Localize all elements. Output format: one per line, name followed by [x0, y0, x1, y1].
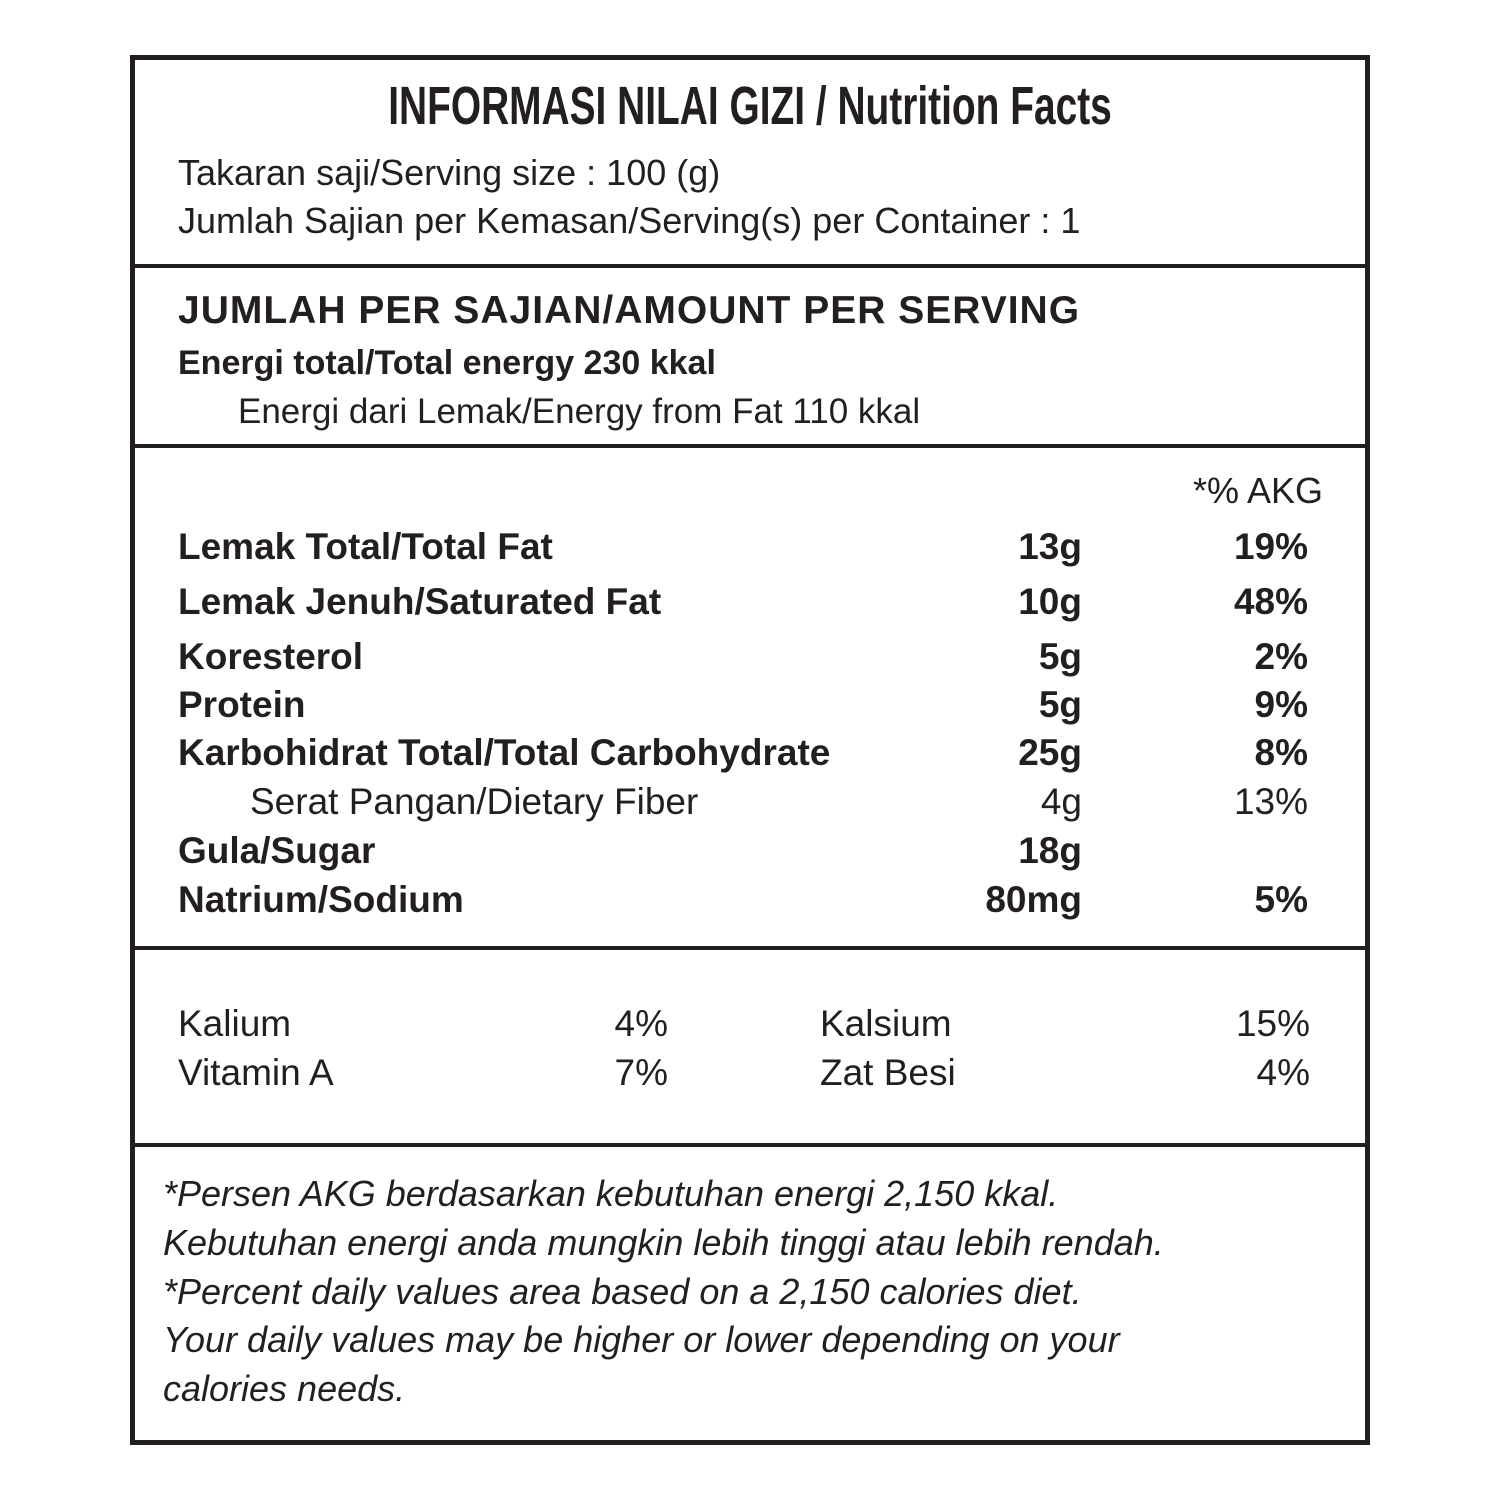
mineral-akg: 7%: [614, 1052, 668, 1093]
nutrient-label: Koresterol: [178, 636, 364, 677]
title: INFORMASI NILAI GIZI / Nutrition Facts: [388, 76, 1112, 136]
nutrient-label: Gula/Sugar: [178, 830, 376, 871]
divider: [130, 444, 1370, 448]
nutrient-label: Karbohidrat Total/Total Carbohydrate: [178, 732, 831, 773]
mineral-akg: 4%: [614, 1003, 668, 1044]
footnote-line: Your daily values may be higher or lower…: [163, 1319, 1120, 1361]
nutrient-akg: 8%: [1254, 732, 1308, 773]
serving-size: Takaran saji/Serving size : 100 (g): [178, 152, 721, 193]
mineral-label: Vitamin A: [178, 1052, 334, 1093]
nutrient-amount: 25g: [1018, 732, 1082, 773]
nutrient-amount: 13g: [1018, 526, 1082, 567]
nutrient-amount: 5g: [1038, 684, 1082, 725]
nutrient-akg: 9%: [1254, 684, 1308, 725]
mineral-label: Zat Besi: [820, 1052, 956, 1093]
nutrient-label: Lemak Total/Total Fat: [178, 526, 553, 567]
akg-header: *% AKG: [1192, 470, 1323, 511]
nutrient-amount: 4g: [1040, 781, 1082, 822]
nutrient-akg: 2%: [1254, 636, 1308, 677]
nutrient-label: Lemak Jenuh/Saturated Fat: [178, 581, 662, 622]
footnote-line: Kebutuhan energi anda mungkin lebih ting…: [163, 1221, 1164, 1263]
mineral-akg: 15%: [1235, 1003, 1310, 1044]
nutrient-label: Protein: [178, 684, 306, 725]
divider: [130, 264, 1370, 268]
nutrient-label: Natrium/Sodium: [178, 879, 464, 920]
nutrient-amount: 10g: [1018, 581, 1082, 622]
nutrient-amount: 18g: [1018, 830, 1082, 871]
total-energy: Energi total/Total energy 230 kkal: [178, 344, 716, 382]
nutrient-akg: 5%: [1254, 879, 1308, 920]
servings-per-container: Jumlah Sajian per Kemasan/Serving(s) per…: [178, 200, 1081, 241]
nutrient-amount: 5g: [1038, 636, 1082, 677]
energy-from-fat: Energi dari Lemak/Energy from Fat 110 kk…: [238, 392, 921, 431]
mineral-akg: 4%: [1256, 1052, 1310, 1093]
divider: [130, 1143, 1370, 1147]
nutrient-akg: 19%: [1233, 526, 1308, 567]
mineral-label: Kalsium: [820, 1003, 952, 1044]
amount-heading: JUMLAH PER SAJIAN/AMOUNT PER SERVING: [178, 289, 1081, 332]
nutrient-amount: 80mg: [985, 879, 1082, 920]
mineral-label: Kalium: [178, 1003, 292, 1044]
nutrient-akg: 13%: [1233, 781, 1308, 822]
footnote-line: *Percent daily values area based on a 2,…: [163, 1270, 1082, 1312]
footnote-line: *Persen AKG berdasarkan kebutuhan energi…: [163, 1173, 1059, 1214]
divider: [130, 946, 1370, 950]
label-border: [130, 55, 1370, 1445]
nutrient-akg: 48%: [1233, 581, 1308, 622]
footnote-line: calories needs.: [163, 1368, 406, 1410]
nutrient-label: Serat Pangan/Dietary Fiber: [250, 781, 699, 822]
